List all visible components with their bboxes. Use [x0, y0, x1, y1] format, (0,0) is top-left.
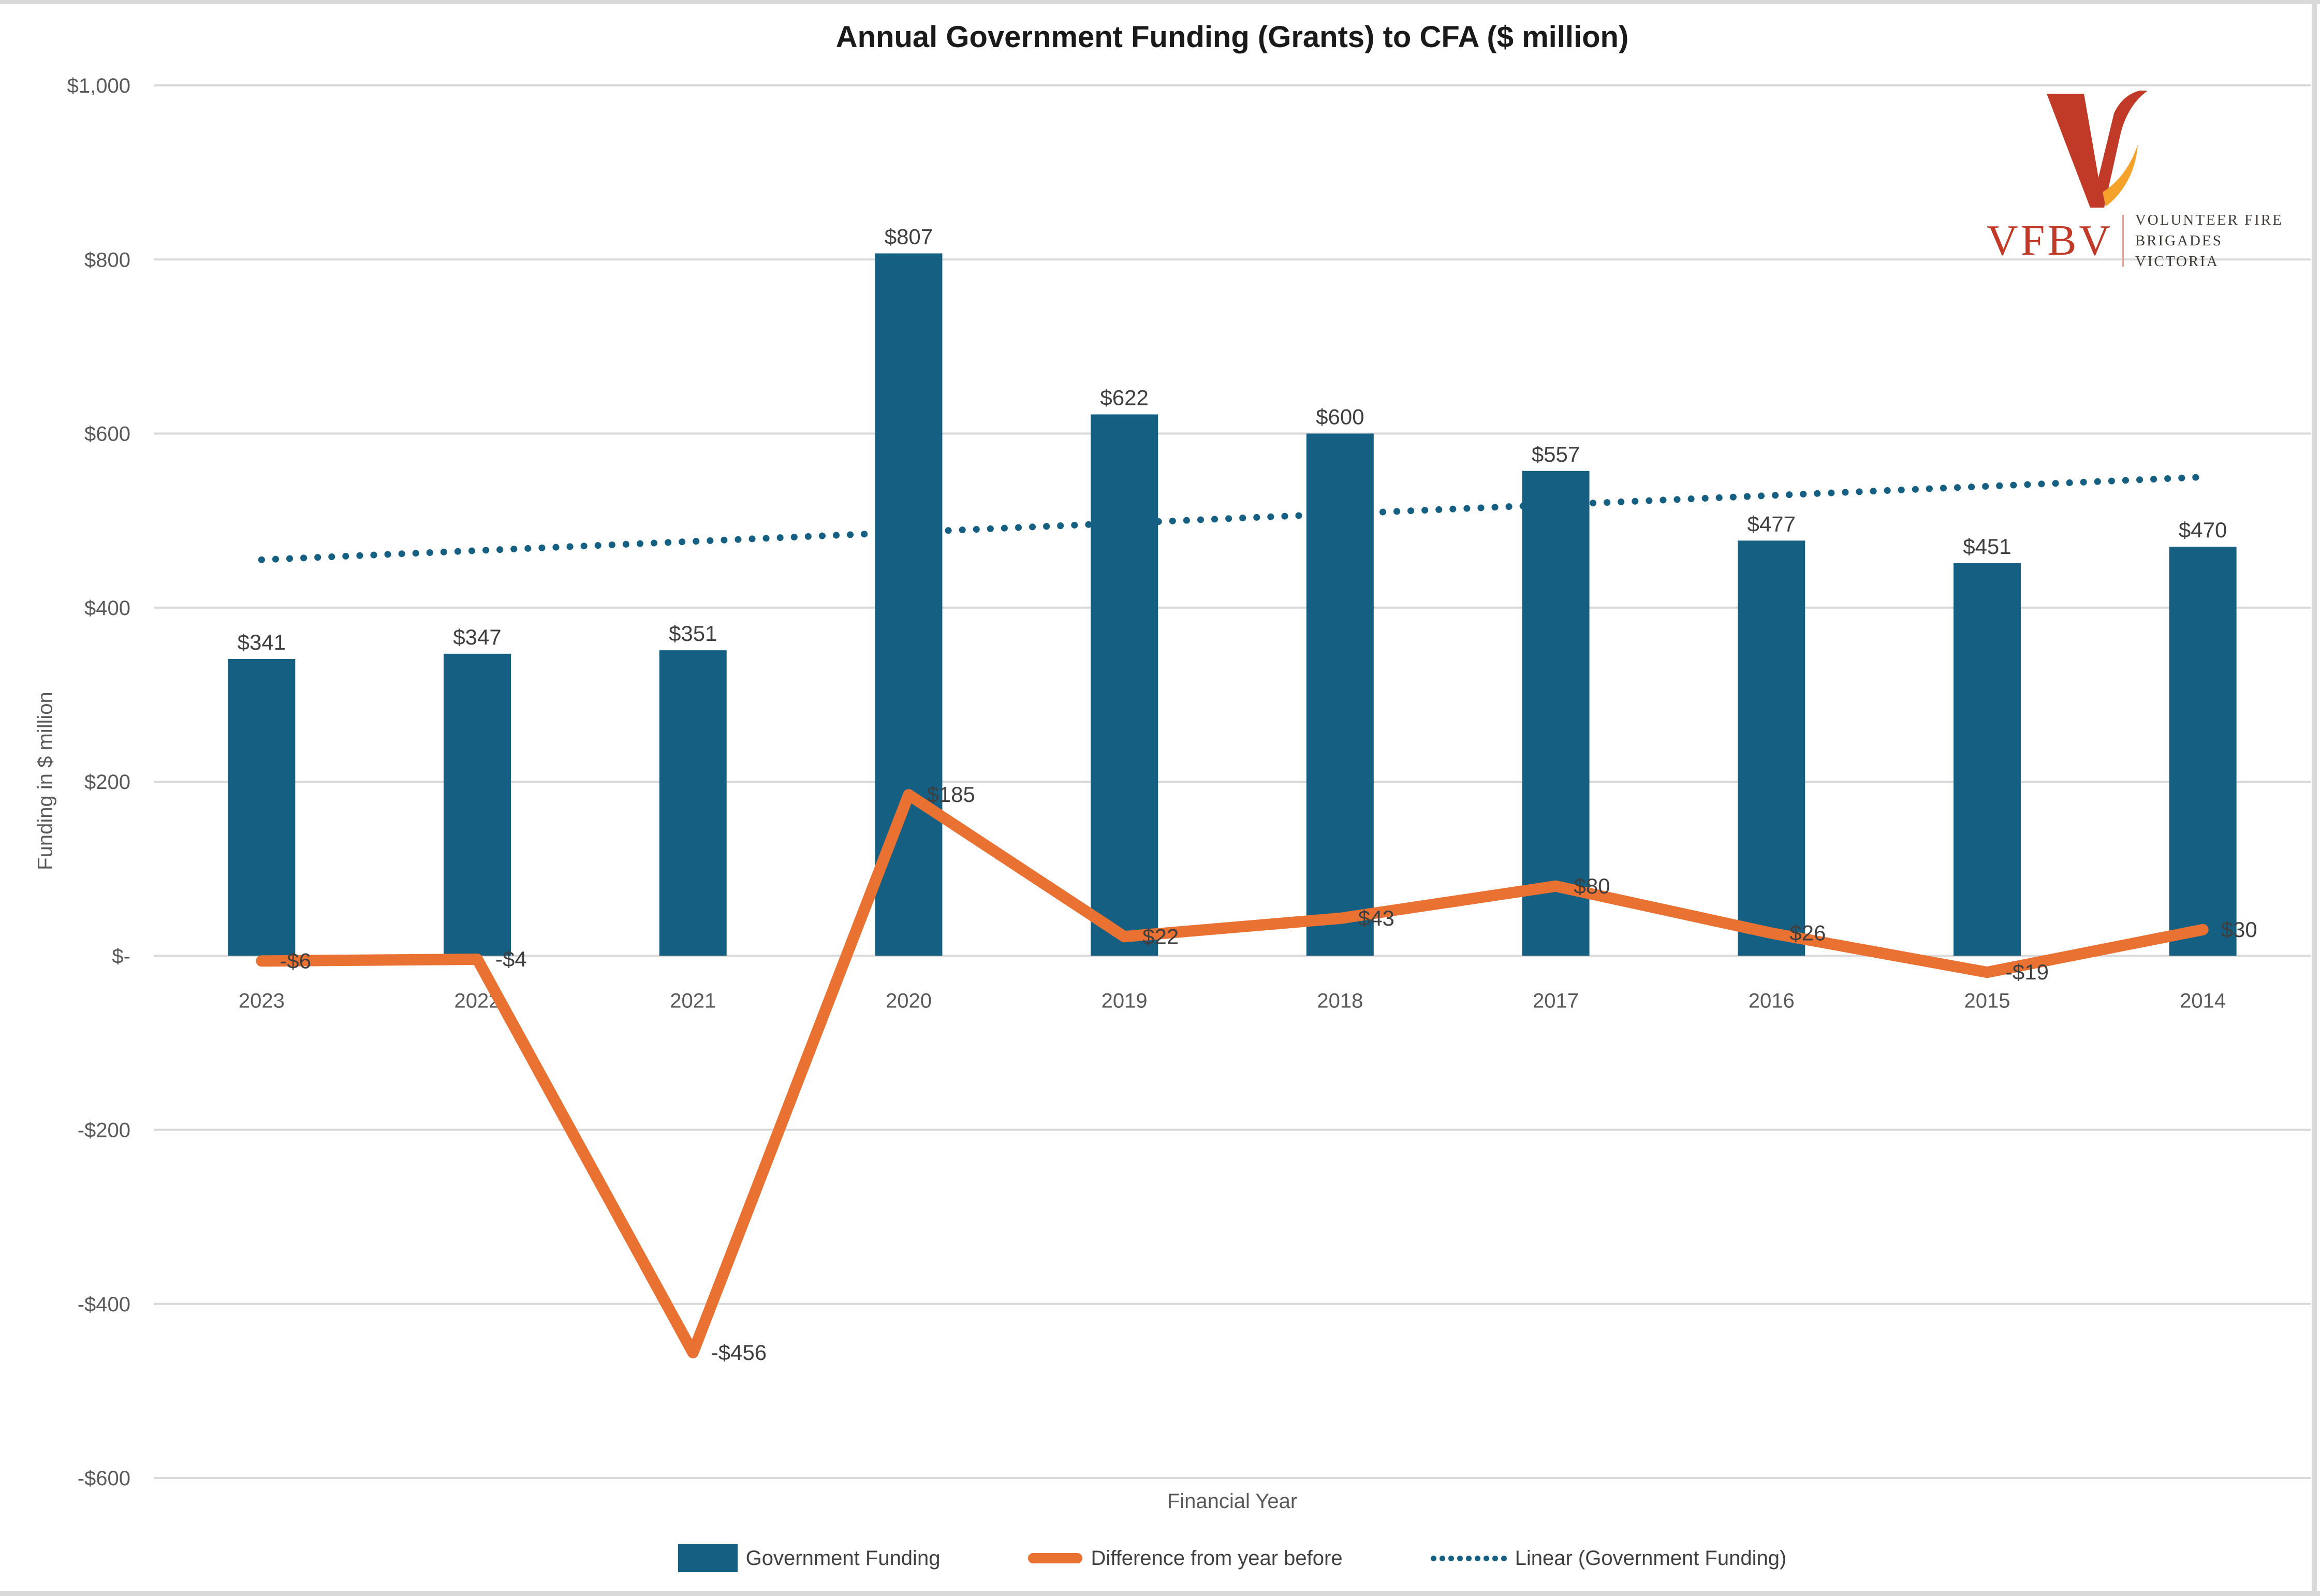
bar-2014 — [2169, 547, 2237, 956]
bar-value-label: $807 — [885, 224, 933, 248]
line-value-label: $43 — [1358, 906, 1394, 930]
x-axis-title: Financial Year — [1167, 1490, 1298, 1513]
bar-2019 — [1091, 414, 1158, 956]
x-tick-label: 2021 — [670, 989, 716, 1012]
line-value-label: -$4 — [495, 947, 527, 971]
legend-item-linear-trend: Linear (Government Funding) — [1430, 1546, 1787, 1570]
line-swatch-icon — [1028, 1553, 1083, 1563]
dotted-line-swatch-icon — [1430, 1555, 1507, 1561]
window-edge-right — [2312, 0, 2317, 1596]
difference-line — [256, 789, 2209, 1358]
logo-acronym: VFBV — [1987, 216, 2113, 265]
bar-2021 — [659, 650, 727, 956]
y-axis-title: Funding in $ million — [34, 692, 57, 870]
legend-label: Linear (Government Funding) — [1515, 1546, 1787, 1570]
line-value-label: -$19 — [2005, 960, 2049, 984]
legend-item-difference: Difference from year before — [1028, 1546, 1343, 1570]
logo-org-name: VOLUNTEER FIRE BRIGADES VICTORIA — [2135, 210, 2297, 272]
bar-value-label: $351 — [669, 621, 717, 646]
y-tick-label: -$600 — [78, 1467, 130, 1490]
bar-value-label: $451 — [1963, 534, 2011, 559]
x-tick-label: 2023 — [239, 989, 285, 1012]
line-value-label: $30 — [2221, 917, 2257, 942]
bar-value-label: $477 — [1748, 511, 1796, 536]
line-value-label: $80 — [1574, 874, 1610, 898]
legend-label: Government Funding — [745, 1546, 941, 1570]
bar-swatch-icon — [678, 1544, 738, 1572]
line-value-label: -$456 — [711, 1340, 767, 1365]
bar-value-label: $470 — [2179, 518, 2227, 542]
y-tick-label: $800 — [84, 248, 130, 271]
y-tick-label: $400 — [84, 597, 130, 620]
x-tick-label: 2015 — [1964, 989, 2010, 1012]
bar-value-label: $600 — [1316, 405, 1364, 429]
chart-title: Annual Government Funding (Grants) to CF… — [835, 20, 1629, 54]
y-tick-label: $- — [112, 945, 130, 968]
y-tick-label: $1,000 — [67, 75, 130, 97]
line-value-label: -$6 — [280, 948, 311, 973]
y-tick-label: -$200 — [78, 1119, 130, 1142]
y-tick-label: $600 — [84, 423, 130, 446]
y-tick-label: $200 — [84, 771, 130, 794]
x-tick-label: 2018 — [1317, 989, 1363, 1012]
trendline-linear — [258, 474, 2207, 563]
bar-2022 — [444, 653, 511, 956]
line-value-label: $26 — [1789, 921, 1826, 945]
line-value-label: $22 — [1142, 924, 1179, 948]
x-tick-label: 2014 — [2180, 989, 2226, 1012]
logo-org-line1: VOLUNTEER FIRE — [2135, 212, 2283, 228]
legend-label: Difference from year before — [1091, 1546, 1343, 1570]
bar-value-label: $622 — [1100, 386, 1148, 410]
logo-text-row: VFBV VOLUNTEER FIRE BRIGADES VICTORIA — [1987, 210, 2297, 272]
logo-org-line2: BRIGADES VICTORIA — [2135, 232, 2223, 270]
bar-value-label: $557 — [1532, 442, 1580, 466]
window-edge-bottom — [0, 1591, 2320, 1596]
bar-value-label: $347 — [453, 625, 501, 649]
bar-2023 — [228, 658, 296, 956]
bar-2016 — [1738, 540, 1805, 956]
legend: Government Funding Difference from year … — [154, 1540, 2311, 1576]
legend-item-government-funding: Government Funding — [678, 1544, 941, 1572]
y-tick-label: -$400 — [78, 1293, 130, 1316]
x-tick-label: 2016 — [1749, 989, 1795, 1012]
x-tick-label: 2019 — [1102, 989, 1148, 1012]
x-tick-label: 2017 — [1533, 989, 1579, 1012]
bar-2017 — [1522, 471, 1590, 956]
bar-2015 — [1953, 563, 2021, 956]
x-tick-label: 2020 — [886, 989, 932, 1012]
bar-value-label: $341 — [238, 630, 286, 654]
window-edge-top — [0, 0, 2320, 4]
vfbv-logo: VFBV VOLUNTEER FIRE BRIGADES VICTORIA — [1987, 91, 2297, 270]
logo-divider — [2122, 215, 2124, 267]
bar-2018 — [1306, 433, 1374, 956]
line-value-label: $185 — [927, 782, 975, 807]
vfbv-flame-v-icon — [2047, 91, 2147, 208]
